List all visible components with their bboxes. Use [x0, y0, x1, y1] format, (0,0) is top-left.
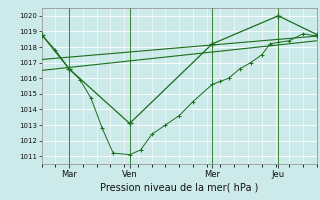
X-axis label: Pression niveau de la mer( hPa ): Pression niveau de la mer( hPa ): [100, 183, 258, 193]
